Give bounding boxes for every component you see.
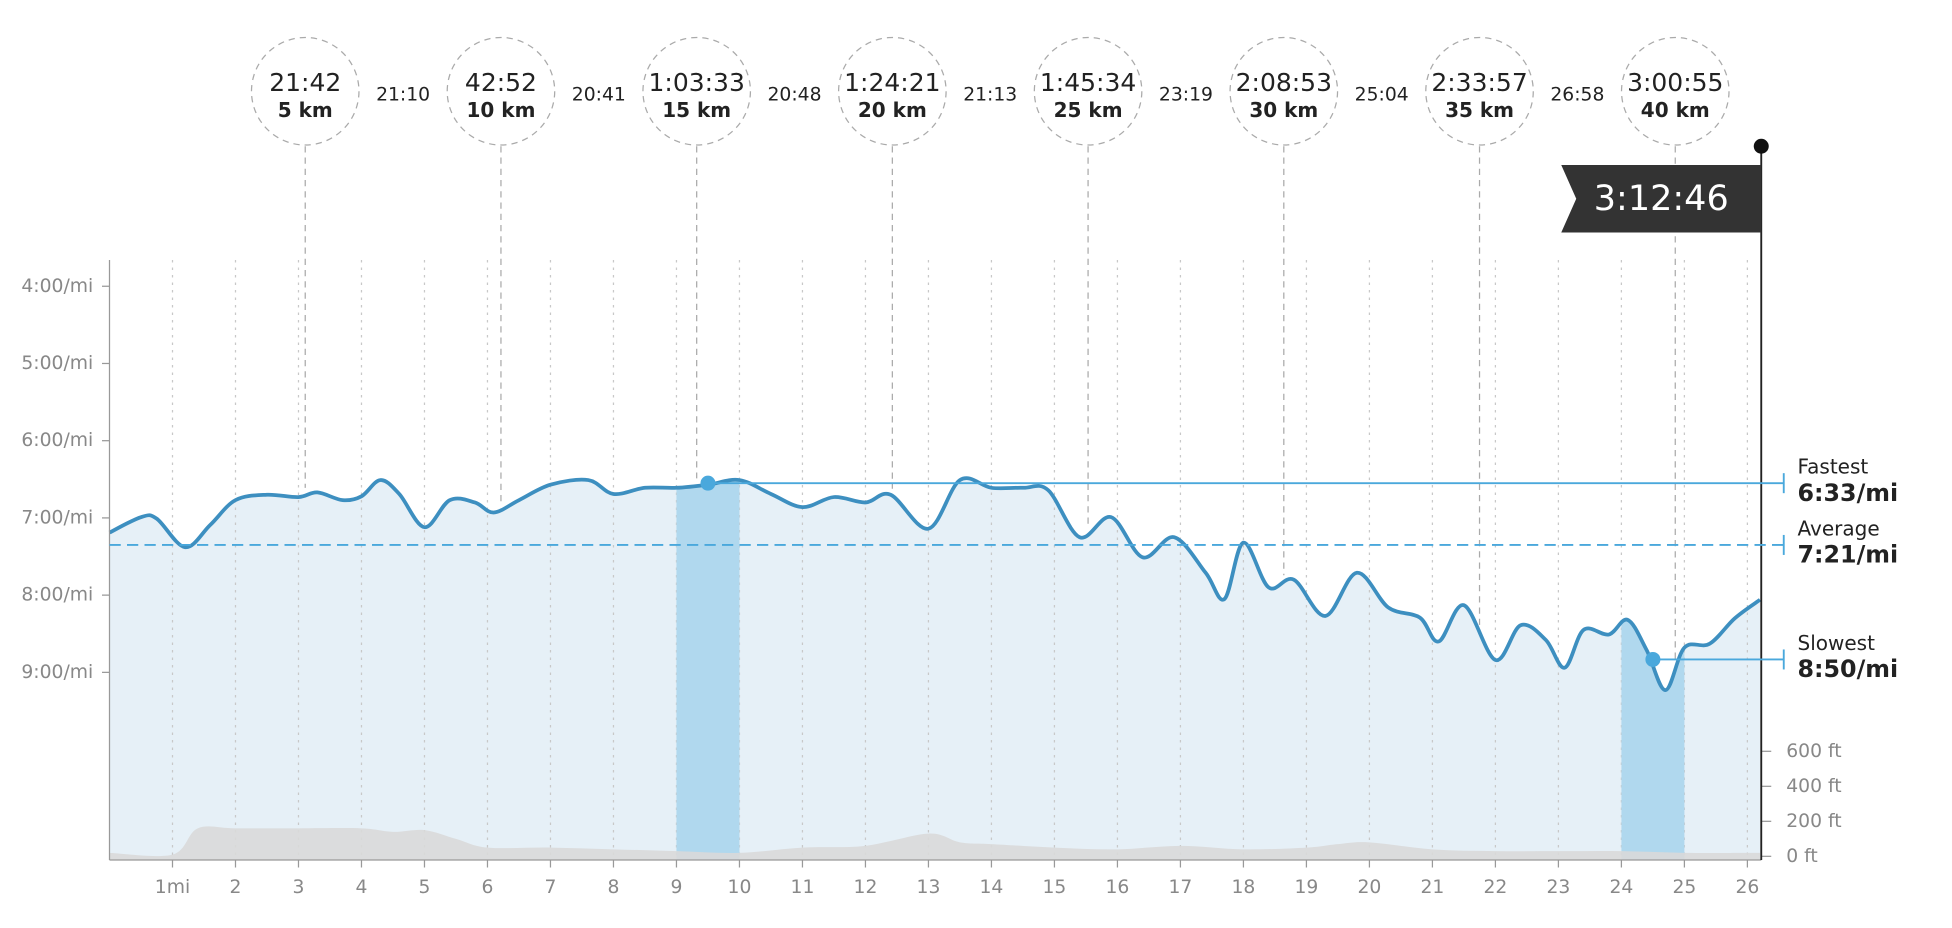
y2-tick-label: 600 ft — [1786, 741, 1841, 762]
split-distance: 20 km — [858, 98, 927, 122]
split-time: 2:08:53 — [1236, 68, 1332, 97]
split-circle — [1425, 36, 1534, 146]
split-distance: 15 km — [662, 98, 731, 122]
marker-label: Average — [1798, 516, 1880, 540]
x-tick-label: 9 — [670, 877, 682, 898]
split-circle — [1229, 36, 1339, 146]
marker-label: Slowest — [1798, 631, 1876, 655]
x-tick-label: 1mi — [155, 877, 190, 898]
x-tick-label: 22 — [1483, 877, 1507, 898]
split-interval: 21:13 — [963, 84, 1017, 105]
x-tick-label: 23 — [1546, 877, 1570, 898]
x-tick-label: 26 — [1735, 877, 1759, 898]
pace-area — [109, 478, 1760, 860]
split-circle — [1033, 36, 1143, 146]
x-tick-label: 25 — [1672, 877, 1696, 898]
split-time: 21:42 — [269, 68, 341, 97]
y-tick-label: 6:00/mi — [21, 430, 93, 451]
x-tick-label: 13 — [917, 877, 941, 898]
marker-value: 6:33/mi — [1798, 479, 1899, 507]
split-interval: 20:41 — [572, 84, 626, 105]
split-circle — [1620, 36, 1730, 146]
marker-value: 7:21/mi — [1798, 541, 1899, 569]
split-time: 1:03:33 — [648, 68, 744, 97]
split-time: 2:33:57 — [1431, 68, 1527, 97]
x-tick-label: 18 — [1231, 877, 1255, 898]
split-interval: 23:19 — [1159, 84, 1213, 105]
split-distance: 25 km — [1054, 98, 1123, 122]
marker-dot — [700, 475, 716, 491]
split-interval: 20:48 — [767, 84, 821, 105]
y-tick-label: 7:00/mi — [21, 507, 93, 528]
y-tick-label: 9:00/mi — [21, 662, 93, 683]
x-tick-label: 15 — [1043, 877, 1067, 898]
y2-tick-label: 200 ft — [1786, 811, 1841, 832]
split-distance: 5 km — [278, 98, 333, 122]
x-tick-label: 19 — [1294, 877, 1318, 898]
split-distance: 10 km — [466, 98, 535, 122]
y-tick-label: 5:00/mi — [21, 353, 93, 374]
finish-flag — [1561, 165, 1762, 233]
split-time: 3:00:55 — [1627, 68, 1723, 97]
x-tick-label: 24 — [1609, 877, 1633, 898]
split-time: 1:45:34 — [1040, 68, 1136, 97]
x-tick-label: 2 — [230, 877, 242, 898]
split-circle — [250, 36, 360, 146]
pace-line — [108, 476, 1762, 692]
y-tick-label: 8:00/mi — [21, 585, 93, 606]
split-circle — [837, 36, 947, 146]
x-tick-label: 5 — [419, 877, 431, 898]
marker-value: 8:50/mi — [1798, 655, 1899, 683]
x-tick-label: 4 — [356, 877, 368, 898]
x-tick-label: 7 — [545, 877, 557, 898]
x-tick-label: 10 — [728, 877, 752, 898]
split-circle — [642, 36, 752, 146]
split-time: 1:24:21 — [844, 68, 940, 97]
x-tick-label: 21 — [1420, 877, 1444, 898]
split-circle — [446, 36, 556, 146]
y2-tick-label: 400 ft — [1786, 776, 1841, 797]
x-tick-label: 3 — [293, 877, 305, 898]
split-distance: 30 km — [1249, 98, 1318, 122]
x-tick-label: 14 — [980, 877, 1004, 898]
x-tick-label: 8 — [607, 877, 619, 898]
y-tick-label: 4:00/mi — [21, 276, 93, 297]
x-tick-label: 11 — [791, 877, 815, 898]
marker-dot — [1645, 651, 1661, 667]
elevation-area — [109, 826, 1760, 860]
highlight-band — [676, 478, 740, 860]
x-tick-label: 12 — [854, 877, 878, 898]
split-distance: 35 km — [1445, 98, 1514, 122]
finish-time: 3:12:46 — [1594, 179, 1729, 219]
y2-tick-label: 0 ft — [1786, 846, 1818, 867]
x-tick-label: 16 — [1106, 877, 1130, 898]
split-interval: 26:58 — [1550, 84, 1604, 105]
split-interval: 21:10 — [376, 84, 430, 105]
split-time: 42:52 — [465, 68, 537, 97]
x-tick-label: 6 — [482, 877, 494, 898]
x-tick-label: 17 — [1168, 877, 1192, 898]
split-interval: 25:04 — [1355, 84, 1409, 105]
x-tick-label: 20 — [1357, 877, 1381, 898]
split-distance: 40 km — [1641, 98, 1710, 122]
marker-label: Fastest — [1798, 455, 1869, 479]
finish-dot — [1753, 138, 1769, 154]
